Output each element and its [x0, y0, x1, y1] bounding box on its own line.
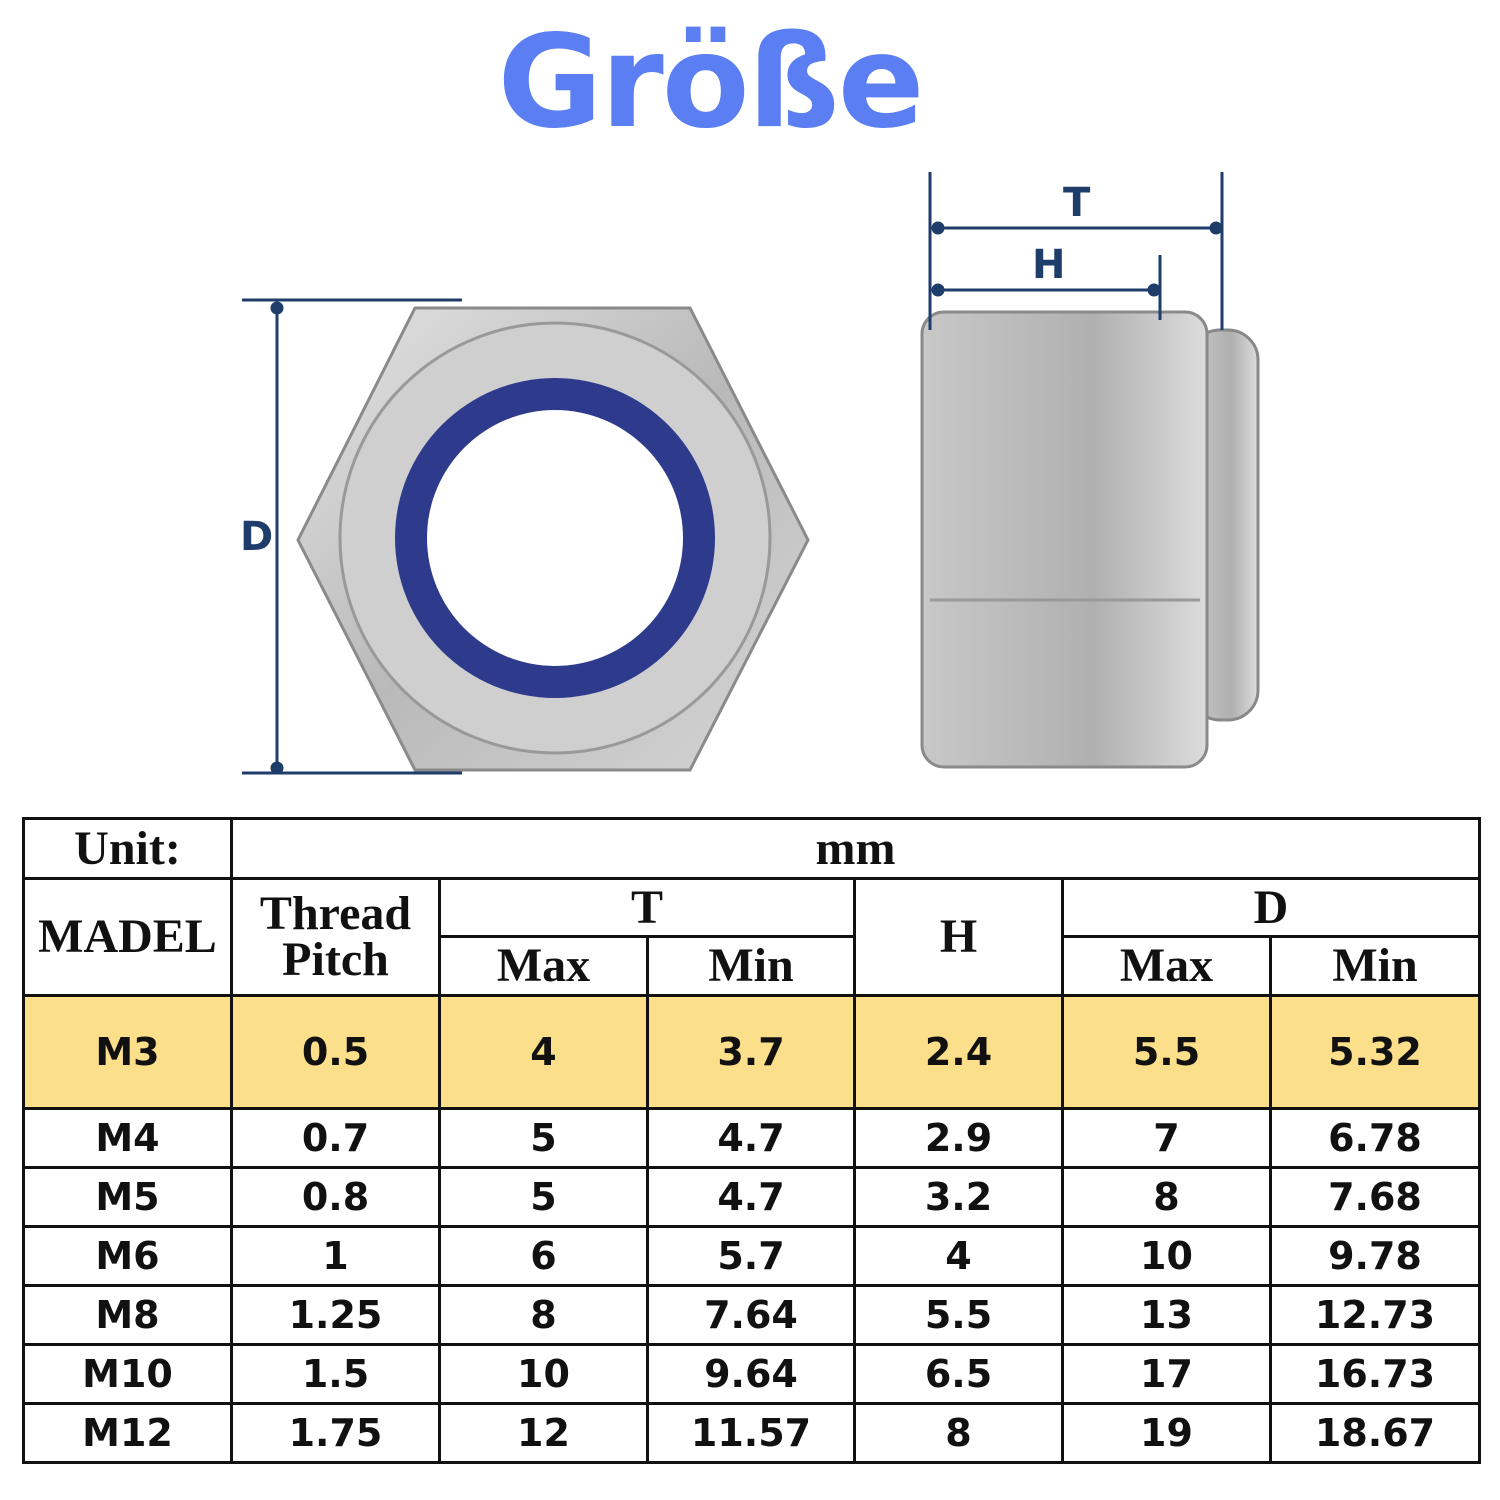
- cell-thread-pitch: 0.5: [230, 994, 441, 1110]
- dimension-label-h: H: [1032, 242, 1066, 288]
- cell-thread-pitch: 0.7: [230, 1107, 441, 1169]
- cell-model: M8: [22, 1284, 233, 1346]
- cell-model: M6: [22, 1225, 233, 1287]
- dimension-lines: [242, 172, 1224, 775]
- header-t-max: Max: [438, 935, 649, 997]
- cell-t-min: 9.64: [646, 1343, 856, 1405]
- header-d: D: [1061, 877, 1481, 938]
- cell-d-max: 13: [1061, 1284, 1272, 1346]
- size-table: Unit: mm MADEL Thread Pitch T H D Max Mi…: [22, 817, 1481, 1464]
- cell-t-min: 4.7: [646, 1107, 856, 1169]
- cell-d-min: 9.78: [1269, 1225, 1481, 1287]
- cell-d-min: 16.73: [1269, 1343, 1481, 1405]
- cell-thread-pitch: 1.75: [230, 1402, 441, 1464]
- cell-d-min: 12.73: [1269, 1284, 1481, 1346]
- cell-h: 2.9: [853, 1107, 1064, 1169]
- cell-h: 3.2: [853, 1166, 1064, 1228]
- cell-d-max: 10: [1061, 1225, 1272, 1287]
- table-row: M12 1.75 12 11.57 8 19 18.67: [22, 1402, 1481, 1464]
- cell-model: M5: [22, 1166, 233, 1228]
- cell-h: 5.5: [853, 1284, 1064, 1346]
- cell-t-min: 7.64: [646, 1284, 856, 1346]
- table-row: M5 0.8 5 4.7 3.2 8 7.68: [22, 1166, 1481, 1228]
- cell-model: M4: [22, 1107, 233, 1169]
- cell-model: M3: [22, 994, 233, 1110]
- cell-d-min: 7.68: [1269, 1166, 1481, 1228]
- cell-d-min: 5.32: [1269, 994, 1481, 1110]
- table-row: M3 0.5 4 3.7 2.4 5.5 5.32: [22, 994, 1481, 1110]
- unit-label: Unit:: [22, 817, 233, 880]
- cell-t-max: 5: [438, 1107, 649, 1169]
- cell-d-max: 8: [1061, 1166, 1272, 1228]
- header-thread-pitch: Thread Pitch: [230, 877, 441, 997]
- cell-thread-pitch: 1: [230, 1225, 441, 1287]
- cell-t-max: 5: [438, 1166, 649, 1228]
- dimension-label-t: T: [1063, 180, 1091, 226]
- cell-t-min: 11.57: [646, 1402, 856, 1464]
- dimension-label-d: D: [240, 514, 274, 560]
- cell-thread-pitch: 1.5: [230, 1343, 441, 1405]
- cell-d-min: 6.78: [1269, 1107, 1481, 1169]
- unit-value: mm: [230, 817, 1481, 880]
- header-t-min: Min: [646, 935, 856, 997]
- header-t: T: [438, 877, 856, 938]
- cell-d-max: 17: [1061, 1343, 1272, 1405]
- cell-thread-pitch: 1.25: [230, 1284, 441, 1346]
- cell-t-max: 6: [438, 1225, 649, 1287]
- cell-h: 4: [853, 1225, 1064, 1287]
- nut-diagram: [242, 172, 1260, 775]
- cell-t-max: 4: [438, 994, 649, 1110]
- cell-d-max: 7: [1061, 1107, 1272, 1169]
- table-row: M10 1.5 10 9.64 6.5 17 16.73: [22, 1343, 1481, 1405]
- table-row: M8 1.25 8 7.64 5.5 13 12.73: [22, 1284, 1481, 1346]
- cell-h: 6.5: [853, 1343, 1064, 1405]
- cell-t-min: 4.7: [646, 1166, 856, 1228]
- cell-model: M12: [22, 1402, 233, 1464]
- cell-h: 8: [853, 1402, 1064, 1464]
- page-title: Größe: [497, 8, 925, 157]
- cell-t-max: 10: [438, 1343, 649, 1405]
- cell-t-min: 3.7: [646, 994, 856, 1110]
- header-h: H: [853, 877, 1064, 997]
- cell-t-min: 5.7: [646, 1225, 856, 1287]
- cell-d-max: 5.5: [1061, 994, 1272, 1110]
- side-view-nut: [920, 310, 1260, 769]
- cell-d-min: 18.67: [1269, 1402, 1481, 1464]
- cell-t-max: 8: [438, 1284, 649, 1346]
- cell-thread-pitch: 0.8: [230, 1166, 441, 1228]
- front-view-nut: [296, 306, 810, 772]
- header-d-min: Min: [1269, 935, 1481, 997]
- cell-d-max: 19: [1061, 1402, 1272, 1464]
- cell-t-max: 12: [438, 1402, 649, 1464]
- cell-model: M10: [22, 1343, 233, 1405]
- table-row: M6 1 6 5.7 4 10 9.78: [22, 1225, 1481, 1287]
- table-row: M4 0.7 5 4.7 2.9 7 6.78: [22, 1107, 1481, 1169]
- header-d-max: Max: [1061, 935, 1272, 997]
- header-model: MADEL: [22, 877, 233, 997]
- cell-h: 2.4: [853, 994, 1064, 1110]
